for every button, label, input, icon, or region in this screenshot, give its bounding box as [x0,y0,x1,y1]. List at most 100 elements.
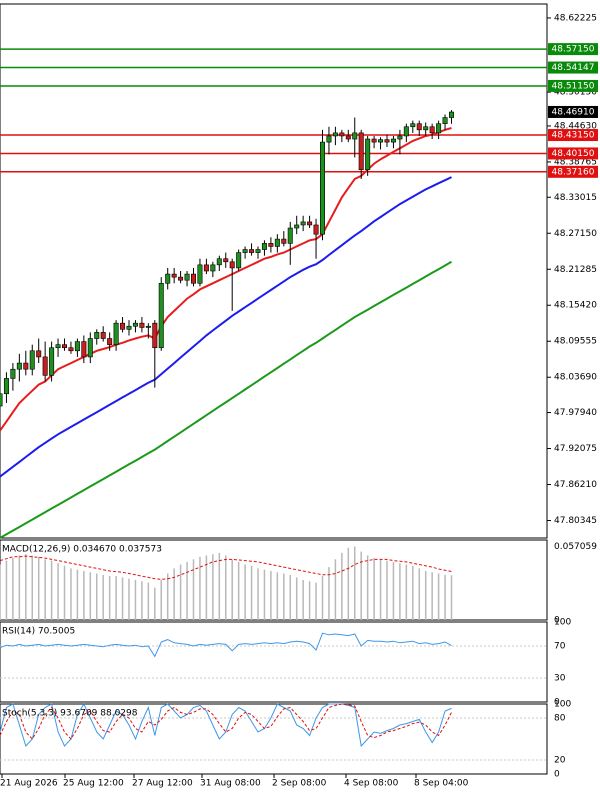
x-tick-label: 27 Aug 12:00 [132,779,193,789]
candle [81,335,87,364]
candle-body [416,123,422,131]
candle-body [165,273,171,284]
candle [126,320,132,336]
macd-signal-line [0,555,452,580]
candle [210,261,216,278]
candle-body [171,273,177,278]
y-tick-label: 48.03690 [554,373,597,383]
candle-body [255,249,261,253]
candle [390,135,396,149]
candle-body [403,126,409,137]
candle [274,234,280,253]
candle-body [390,138,396,143]
candle-body [145,325,151,328]
y-tick-label: 47.97940 [554,408,597,418]
candle [216,255,222,271]
current-price-label: 48.46910 [552,107,595,117]
stoch-y-tick-label: 20 [554,756,566,766]
candle-body [287,227,293,244]
rsi-line [0,632,452,658]
candle-body [281,238,287,244]
candle-body [429,126,435,134]
candle [191,267,197,287]
candle [113,320,119,351]
candle-body [397,135,403,140]
candle-body [410,123,416,128]
price-pane: 48.62225 48.50150 48.44630 48.38765 48.33015… [0,13,598,539]
candle-body [139,322,145,328]
candle-body [371,138,377,143]
y-tick-label: 48.27150 [554,229,597,239]
candle [158,277,164,351]
candle-body [216,258,222,266]
candle [3,372,9,403]
y-tick-label: 48.21285 [554,265,597,275]
candle-body [29,350,35,370]
candle [171,267,177,284]
level-label: 48.57150 [552,45,595,55]
candle-body [436,123,442,134]
candle-body [0,393,3,407]
candle-body [94,332,100,339]
rsi-pane: 100 70 30 0 RSI(14) 70.5005 [0,618,571,708]
candle [107,332,113,351]
candle-body [191,273,197,284]
candle-body [120,322,126,330]
candle [442,114,448,130]
candle [384,134,390,148]
candle-body [61,344,67,349]
moving-average-slow [0,260,453,539]
candle-body [423,126,429,131]
candle [319,129,325,241]
macd-y-tick-label: 0 [554,616,560,626]
level-label: 48.54147 [552,63,595,73]
candle [74,338,80,357]
candle-body [268,243,274,247]
candle [403,123,409,143]
macd-pane: 0.057059 0 MACD(12,26,9) 0.034670 0.037573 [0,542,597,626]
candle [397,129,403,155]
candle [242,246,248,259]
candle-body [107,338,113,345]
macd-title: MACD(12,26,9) 0.034670 0.037573 [2,545,162,555]
candle [178,271,184,284]
candle-body [261,243,267,250]
level-label: 48.43150 [552,131,595,141]
candle [23,350,29,376]
x-tick-label: 25 Aug 12:00 [63,779,124,789]
y-tick-label: 48.62225 [554,13,597,23]
candle-body [178,276,184,281]
candle [410,120,416,133]
candle-body [326,135,332,143]
candle-body [203,264,209,272]
pane-frame-stoch [0,703,548,775]
candle [36,338,42,364]
candle [55,338,61,357]
y-tick-label: 47.92075 [554,444,597,454]
candle-body [42,356,48,376]
candle-body [10,368,16,379]
candle [61,338,67,351]
x-tick-label: 31 Aug 08:00 [200,779,261,789]
y-tick-label: 47.80345 [554,516,597,526]
candle-body [345,135,351,140]
candle-body [384,139,390,143]
candle [42,341,48,382]
candle [268,237,274,253]
candle-body [448,111,454,118]
candle-body [442,117,448,124]
moving-average-mid [0,176,452,478]
y-tick-label: 48.15420 [554,301,597,311]
candle [203,258,209,275]
candle-body [365,138,371,171]
x-axis: 21 Aug 2026 25 Aug 12:00 27 Aug 12:00 31 Au… [0,774,469,789]
candle-body [378,139,384,143]
candle-body [16,362,22,370]
stoch-y-tick-label: 80 [554,714,566,724]
candle [236,249,242,271]
candle [152,320,158,388]
level-label-bg [548,79,598,92]
y-tick-label: 48.38765 [554,157,597,167]
